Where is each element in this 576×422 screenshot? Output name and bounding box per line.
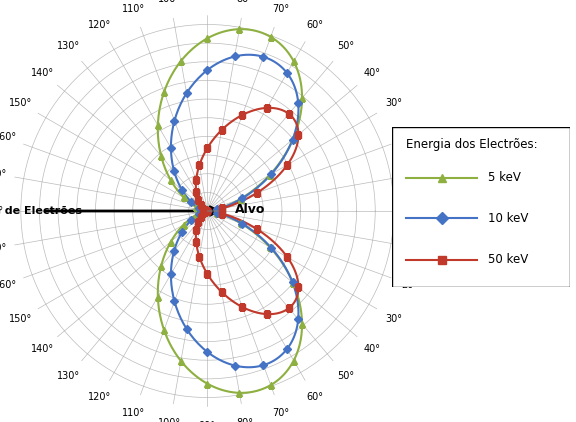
- FancyBboxPatch shape: [392, 127, 570, 287]
- Text: Energia dos Electrões:: Energia dos Electrões:: [406, 138, 537, 151]
- Text: 10 keV: 10 keV: [488, 211, 528, 225]
- Text: Alvo: Alvo: [236, 203, 266, 216]
- Text: 5 keV: 5 keV: [488, 171, 521, 184]
- Text: Feixe de Electrões: Feixe de Electrões: [0, 206, 82, 216]
- Text: 50 keV: 50 keV: [488, 253, 528, 266]
